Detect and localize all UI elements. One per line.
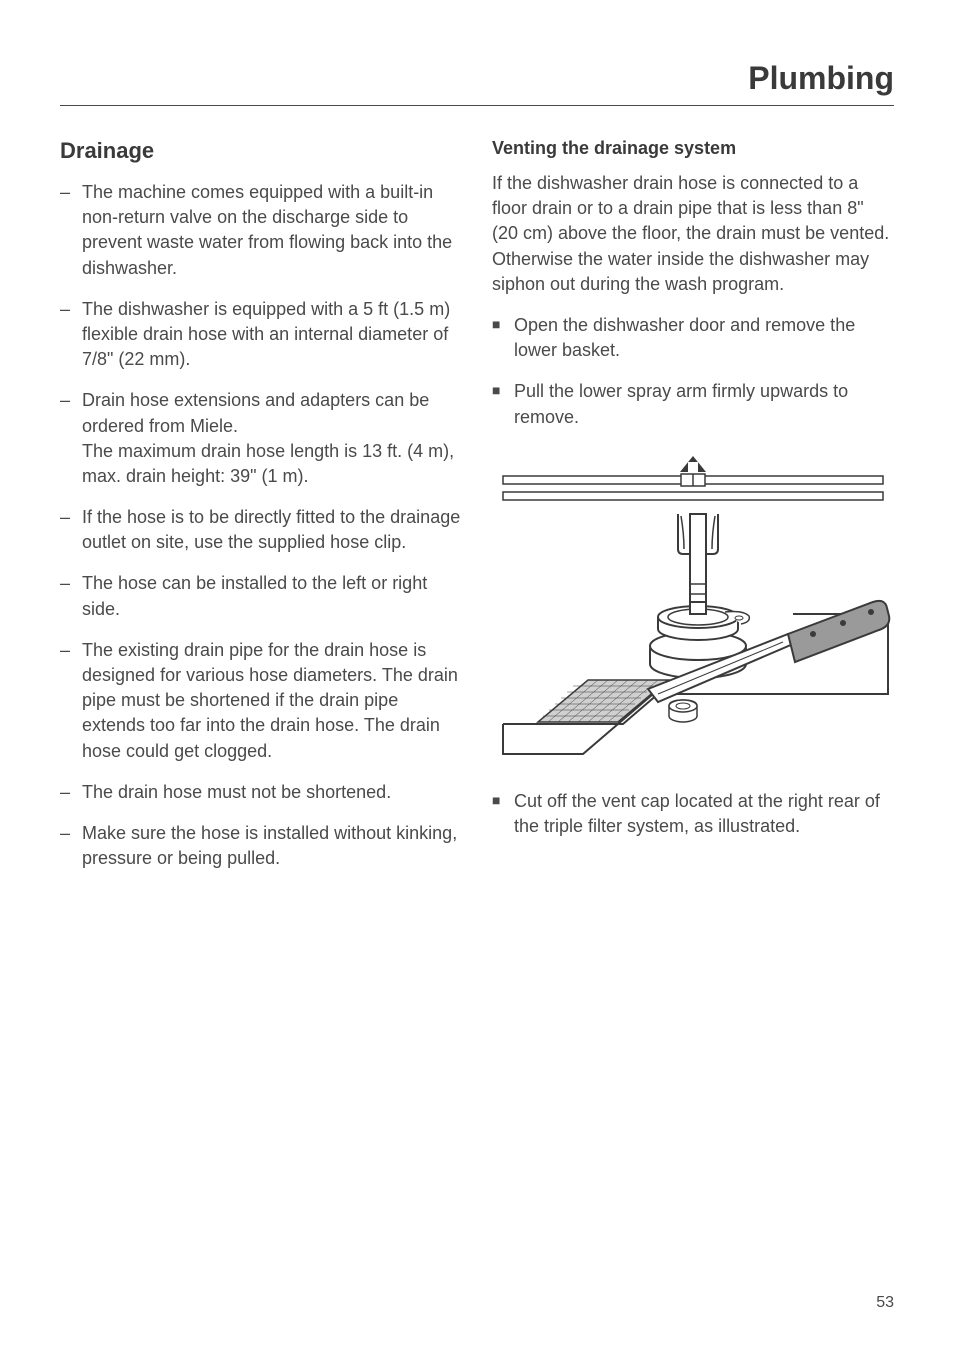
list-item: The existing drain pipe for the drain ho… — [60, 638, 462, 764]
list-item: Make sure the hose is installed without … — [60, 821, 462, 871]
top-rail-icon — [503, 456, 883, 500]
dishwasher-filter-illustration — [492, 454, 894, 764]
list-item: The machine comes equipped with a built-… — [60, 180, 462, 281]
venting-subsection-title: Venting the drainage system — [492, 138, 894, 159]
steps-before-list: Open the dishwasher door and remove the … — [492, 313, 894, 430]
vent-cap-icon — [669, 700, 697, 722]
list-item: If the hose is to be directly fitted to … — [60, 505, 462, 555]
list-item: The hose can be installed to the left or… — [60, 571, 462, 621]
intro-paragraph: If the dishwasher drain hose is connecte… — [492, 171, 894, 297]
steps-after-list: Cut off the vent cap located at the righ… — [492, 789, 894, 839]
list-item: Drain hose extensions and adapters can b… — [60, 388, 462, 489]
header-title: Plumbing — [748, 60, 894, 96]
page-number: 53 — [876, 1294, 894, 1312]
drainage-section-title: Drainage — [60, 138, 462, 164]
drainage-list: The machine comes equipped with a built-… — [60, 180, 462, 871]
list-item: The drain hose must not be shortened. — [60, 780, 462, 805]
right-column: Venting the drainage system If the dishw… — [492, 138, 894, 887]
left-column: Drainage The machine comes equipped with… — [60, 138, 462, 887]
list-item: The dishwasher is equipped with a 5 ft (… — [60, 297, 462, 373]
page-header: Plumbing — [60, 60, 894, 106]
list-item: Cut off the vent cap located at the righ… — [492, 789, 894, 839]
spray-arm-icon — [678, 514, 718, 604]
list-item: Pull the lower spray arm firmly upwards … — [492, 379, 894, 429]
content-area: Drainage The machine comes equipped with… — [60, 138, 894, 887]
list-item: Open the dishwasher door and remove the … — [492, 313, 894, 363]
